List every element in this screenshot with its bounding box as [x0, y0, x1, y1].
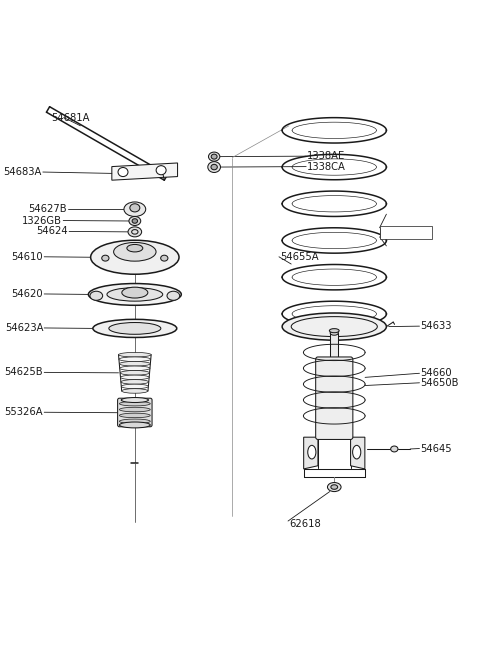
FancyBboxPatch shape — [380, 227, 432, 239]
Ellipse shape — [128, 227, 142, 237]
Ellipse shape — [353, 445, 361, 459]
Text: 54660: 54660 — [420, 368, 452, 378]
Text: 54627B: 54627B — [28, 204, 67, 214]
Polygon shape — [350, 437, 365, 469]
Ellipse shape — [327, 483, 341, 492]
Ellipse shape — [122, 287, 148, 298]
Ellipse shape — [120, 371, 150, 375]
Ellipse shape — [118, 168, 128, 177]
Ellipse shape — [120, 375, 149, 380]
Text: 54650B: 54650B — [420, 378, 459, 388]
Text: 54620: 54620 — [12, 289, 43, 299]
Polygon shape — [304, 437, 318, 469]
Ellipse shape — [88, 284, 181, 305]
Text: 1326GB: 1326GB — [22, 215, 62, 225]
Ellipse shape — [107, 288, 163, 301]
Text: 1338CA: 1338CA — [307, 162, 346, 172]
Ellipse shape — [102, 255, 109, 261]
Ellipse shape — [120, 362, 150, 366]
Ellipse shape — [391, 446, 398, 452]
Ellipse shape — [208, 152, 220, 161]
Ellipse shape — [121, 384, 148, 388]
Ellipse shape — [211, 154, 217, 159]
Ellipse shape — [167, 291, 180, 300]
Ellipse shape — [120, 366, 150, 371]
Ellipse shape — [114, 242, 156, 261]
Text: 54683A: 54683A — [3, 167, 42, 177]
Ellipse shape — [119, 352, 151, 357]
Ellipse shape — [120, 422, 150, 428]
FancyBboxPatch shape — [118, 398, 152, 427]
Ellipse shape — [282, 313, 386, 340]
Ellipse shape — [156, 166, 166, 175]
Ellipse shape — [109, 322, 161, 334]
Text: 55326A: 55326A — [5, 407, 43, 417]
Ellipse shape — [331, 485, 337, 489]
Text: 54610: 54610 — [12, 252, 43, 262]
Ellipse shape — [121, 380, 149, 384]
FancyBboxPatch shape — [316, 357, 353, 440]
Text: 54630S: 54630S — [387, 228, 425, 238]
Ellipse shape — [120, 413, 150, 418]
Ellipse shape — [208, 162, 220, 172]
Ellipse shape — [121, 398, 148, 403]
Text: 54633: 54633 — [420, 321, 452, 331]
Ellipse shape — [132, 219, 138, 223]
Ellipse shape — [122, 388, 148, 393]
Ellipse shape — [129, 216, 141, 225]
Ellipse shape — [130, 204, 140, 212]
Ellipse shape — [120, 407, 150, 412]
Ellipse shape — [211, 164, 217, 170]
Ellipse shape — [124, 202, 146, 216]
Ellipse shape — [119, 357, 151, 362]
Bar — [330, 333, 338, 359]
Ellipse shape — [308, 445, 316, 459]
Ellipse shape — [330, 331, 338, 335]
Text: 54655A: 54655A — [280, 252, 319, 262]
Ellipse shape — [127, 244, 143, 252]
Ellipse shape — [90, 291, 103, 300]
Ellipse shape — [161, 255, 168, 261]
Text: 54624: 54624 — [36, 227, 68, 236]
Text: 54681A: 54681A — [51, 113, 89, 123]
Text: 54623A: 54623A — [5, 323, 43, 333]
Text: 54625B: 54625B — [5, 367, 43, 377]
Ellipse shape — [329, 329, 339, 333]
Text: 54645: 54645 — [420, 443, 452, 453]
Ellipse shape — [120, 419, 150, 424]
Ellipse shape — [120, 402, 150, 406]
Ellipse shape — [93, 320, 177, 337]
Text: 1338AE: 1338AE — [307, 151, 345, 161]
Ellipse shape — [91, 240, 179, 274]
Text: 62618: 62618 — [289, 519, 321, 529]
Polygon shape — [112, 163, 178, 180]
